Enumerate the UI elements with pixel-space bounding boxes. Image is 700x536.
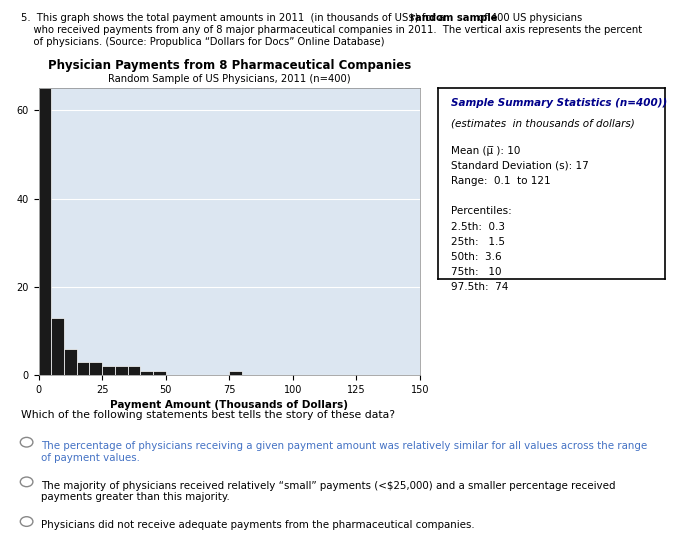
Text: 5.  This graph shows the total payment amounts in 2011  (in thousands of US$) fo: 5. This graph shows the total payment am…	[21, 13, 448, 24]
Text: The percentage of physicians receiving a given payment amount was relatively sim: The percentage of physicians receiving a…	[41, 441, 647, 463]
Bar	[127, 367, 140, 375]
Title: Physician Payments from 8 Pharmaceutical Companies: Physician Payments from 8 Pharmaceutical…	[48, 59, 411, 72]
Text: of 400 US physicians: of 400 US physicians	[475, 13, 582, 24]
Bar	[230, 371, 242, 375]
Text: who received payments from any of 8 major pharmaceutical companies in 2011.  The: who received payments from any of 8 majo…	[21, 25, 642, 35]
Bar	[102, 367, 115, 375]
Text: Which of the following statements best tells the story of these data?: Which of the following statements best t…	[21, 410, 395, 420]
Bar	[51, 318, 64, 375]
Bar	[115, 367, 127, 375]
Bar	[153, 371, 166, 375]
Text: Physicians did not receive adequate payments from the pharmaceutical companies.: Physicians did not receive adequate paym…	[41, 520, 474, 531]
Text: Sample Summary Statistics (n=400)): Sample Summary Statistics (n=400))	[452, 98, 667, 108]
Bar	[77, 362, 90, 375]
Bar	[90, 362, 102, 375]
Text: (estimates  in thousands of dollars): (estimates in thousands of dollars)	[452, 119, 635, 129]
Bar	[38, 88, 51, 375]
Text: random sample: random sample	[410, 13, 497, 24]
X-axis label: Payment Amount (Thousands of Dollars): Payment Amount (Thousands of Dollars)	[111, 400, 349, 411]
Text: The majority of physicians received relatively “small” payments (<$25,000) and a: The majority of physicians received rela…	[41, 481, 615, 502]
Text: Mean (μ̅ ): 10
Standard Deviation (s): 17
Range:  0.1  to 121

Percentiles:
2.5t: Mean (μ̅ ): 10 Standard Deviation (s): 1…	[452, 145, 589, 292]
Text: of physicians. (Source: Propublica “Dollars for Docs” Online Database): of physicians. (Source: Propublica “Doll…	[21, 37, 384, 47]
Text: Random Sample of US Physicians, 2011 (n=400): Random Sample of US Physicians, 2011 (n=…	[108, 74, 351, 84]
Bar	[64, 349, 77, 375]
Bar	[140, 371, 153, 375]
